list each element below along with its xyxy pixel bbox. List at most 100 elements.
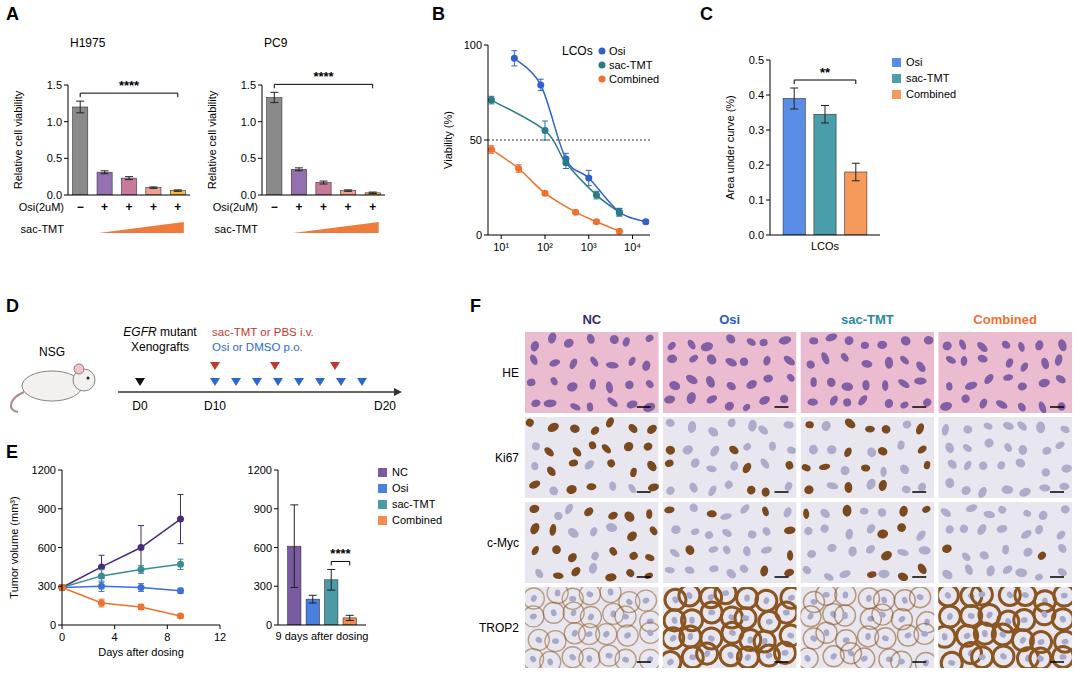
x-tick-label: 10² xyxy=(537,241,553,253)
nucleus xyxy=(664,506,675,514)
series-line xyxy=(62,564,181,587)
y-tick-label: 0.0 xyxy=(749,229,764,241)
scale-bar xyxy=(1050,491,1064,493)
dose-wedge xyxy=(99,222,184,233)
nucleus xyxy=(1036,550,1047,561)
nucleus xyxy=(644,379,655,390)
data-point xyxy=(593,218,600,225)
bar xyxy=(73,107,88,195)
nucleus xyxy=(1000,339,1012,350)
reference-line xyxy=(488,140,650,141)
nucleus xyxy=(940,568,954,581)
cell-membrane xyxy=(701,602,722,623)
y-tick-label: 1.5 xyxy=(241,79,256,91)
nucleus xyxy=(941,543,953,554)
error-bar xyxy=(538,79,544,90)
error-bar xyxy=(852,163,860,181)
nucleus xyxy=(644,333,655,343)
x-axis-line xyxy=(488,235,650,236)
nucleus xyxy=(629,467,637,478)
nucleus xyxy=(823,572,835,583)
cell-membrane xyxy=(617,625,638,646)
error-bar xyxy=(320,181,328,184)
nucleus xyxy=(621,613,629,621)
tile-background xyxy=(801,587,935,668)
error-bar xyxy=(488,146,494,154)
y-tick xyxy=(274,508,278,509)
chart-title: LCOs xyxy=(562,44,593,58)
nucleus xyxy=(549,524,557,537)
panel-letter: C xyxy=(700,4,713,24)
nucleus xyxy=(921,505,932,515)
nucleus xyxy=(627,483,638,495)
column-header: Osi xyxy=(719,312,740,327)
nucleus xyxy=(647,482,659,492)
data-point xyxy=(511,55,518,62)
micrograph-tile xyxy=(663,502,797,583)
y-axis-title: Relative cell viability xyxy=(12,90,24,189)
legend-swatch xyxy=(892,74,901,83)
nucleus xyxy=(685,391,697,405)
nucleus xyxy=(586,655,592,663)
nucleus xyxy=(914,360,927,374)
nucleus xyxy=(744,653,752,662)
y-tick-label: 0.5 xyxy=(749,54,764,66)
nucleus xyxy=(762,355,771,366)
nucleus xyxy=(958,338,968,350)
nucleus xyxy=(882,380,889,391)
nucleus xyxy=(738,563,750,574)
nucleus xyxy=(604,417,615,429)
nucleus xyxy=(898,505,909,518)
nucleus xyxy=(707,634,716,643)
cell-membrane xyxy=(756,590,777,611)
cell-membrane xyxy=(754,631,775,652)
nucleus xyxy=(627,422,640,435)
bar-marks xyxy=(73,101,186,195)
nucleus xyxy=(759,565,769,577)
data-point xyxy=(541,190,548,197)
data-point xyxy=(585,175,592,182)
nucleus xyxy=(803,484,815,495)
nucleus xyxy=(820,420,831,432)
cell-membrane xyxy=(823,604,844,625)
nucleus xyxy=(644,553,655,563)
y-axis-line xyxy=(262,85,263,195)
y-tick xyxy=(274,547,278,548)
scale-bar xyxy=(1050,576,1064,578)
nucleus xyxy=(899,400,910,409)
nucleus xyxy=(587,613,595,622)
nucleus xyxy=(818,463,830,471)
nucleus xyxy=(765,618,773,625)
nucleus xyxy=(978,549,990,561)
nucleus xyxy=(553,572,564,580)
nucleus xyxy=(628,550,639,561)
nucleus xyxy=(605,522,618,533)
micrograph-tile xyxy=(801,502,935,583)
nucleus xyxy=(978,397,989,409)
tile-background xyxy=(525,417,659,498)
scale-bar xyxy=(1050,661,1064,663)
error-bar xyxy=(99,555,105,578)
cell-membrane xyxy=(917,612,935,633)
nucleus xyxy=(876,445,888,457)
nucleus xyxy=(608,546,619,557)
error-bar xyxy=(178,559,184,569)
nucleus xyxy=(807,398,818,406)
nucleus xyxy=(586,483,596,490)
nucleus xyxy=(641,360,651,372)
nucleus xyxy=(747,636,753,644)
nucleus xyxy=(999,652,1008,661)
y-tick xyxy=(64,158,68,159)
nucleus xyxy=(728,444,741,456)
po-dose xyxy=(357,378,367,386)
nucleus xyxy=(819,507,832,520)
nucleus xyxy=(534,567,545,579)
error-bar xyxy=(344,190,352,191)
bar xyxy=(814,114,836,235)
nucleus xyxy=(826,481,839,490)
iv-label: sac-TMT or PBS i.v. xyxy=(212,326,314,338)
nucleus xyxy=(803,508,810,519)
y-tick xyxy=(258,121,262,122)
cell-membrane xyxy=(910,587,931,608)
nucleus xyxy=(667,354,677,363)
